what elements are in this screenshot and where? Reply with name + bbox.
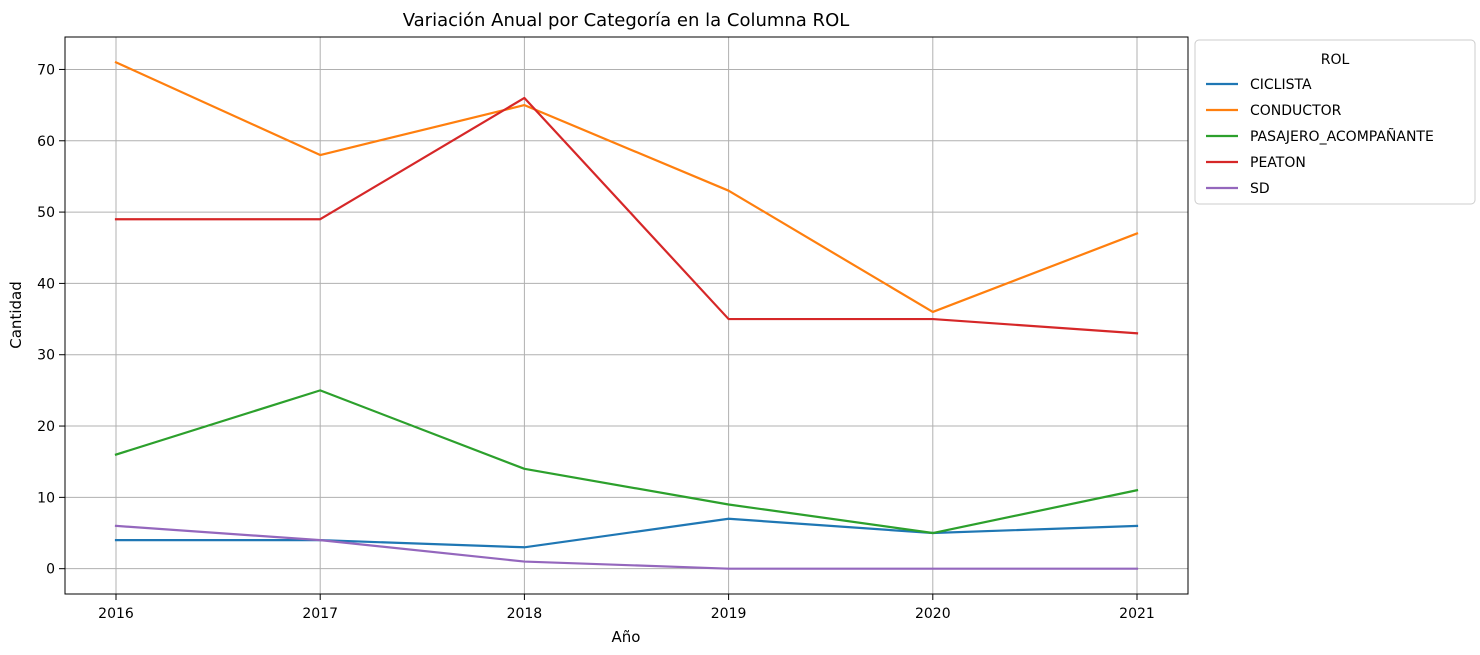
y-tick-label: 60 [37,134,55,150]
series-line-ciclista [114,517,1139,549]
y-axis-label: Cantidad [7,281,25,348]
legend-title: ROL [1321,52,1350,68]
legend-entry-label: PASAJERO_ACOMPAÑANTE [1250,128,1434,145]
x-tick-label: 2017 [302,606,338,622]
legend-box [1194,39,1476,205]
legend-entry-label: PEATON [1250,155,1306,171]
x-axis-label: Año [612,628,641,646]
y-tick-label: 10 [37,490,55,506]
legend-entry-label: CICLISTA [1250,77,1312,93]
series-line-pasajero-acompa-ante [114,389,1139,535]
legend-entry-label: SD [1250,181,1270,197]
y-tick-label: 20 [37,419,55,435]
series-line-conductor [114,60,1139,314]
y-tick-label: 30 [37,348,55,364]
legend-entry-label: CONDUCTOR [1250,103,1342,119]
chart-title: Variación Anual por Categoría en la Colu… [403,10,850,31]
x-tick-label: 2016 [98,606,134,622]
x-tick-label: 2021 [1119,606,1155,622]
y-tick-label: 40 [37,276,55,292]
legend-items: CICLISTA CONDUCTOR PASAJERO_ACOMPAÑANTE PEA… [1206,77,1434,197]
x-tick-label: 2018 [507,606,543,622]
x-tick-label: 2020 [915,606,951,622]
series-lines [114,60,1139,570]
x-tick-label: 2019 [711,606,747,622]
plot-frame [64,36,1189,595]
legend: ROL CICLISTA CONDUCTOR PASAJERO_ACOMPAÑANT… [1194,39,1476,205]
y-tick-label: 0 [46,562,55,578]
grid [65,37,1188,594]
y-tick-label: 70 [37,62,55,78]
series-line-peaton [114,96,1139,335]
series-line-sd [114,524,1139,570]
y-axis-ticks: 0 10 20 30 40 50 60 70 [37,62,65,578]
x-axis-ticks: 2016 2017 2018 2019 2020 2021 [98,594,1155,622]
y-tick-label: 50 [37,205,55,221]
